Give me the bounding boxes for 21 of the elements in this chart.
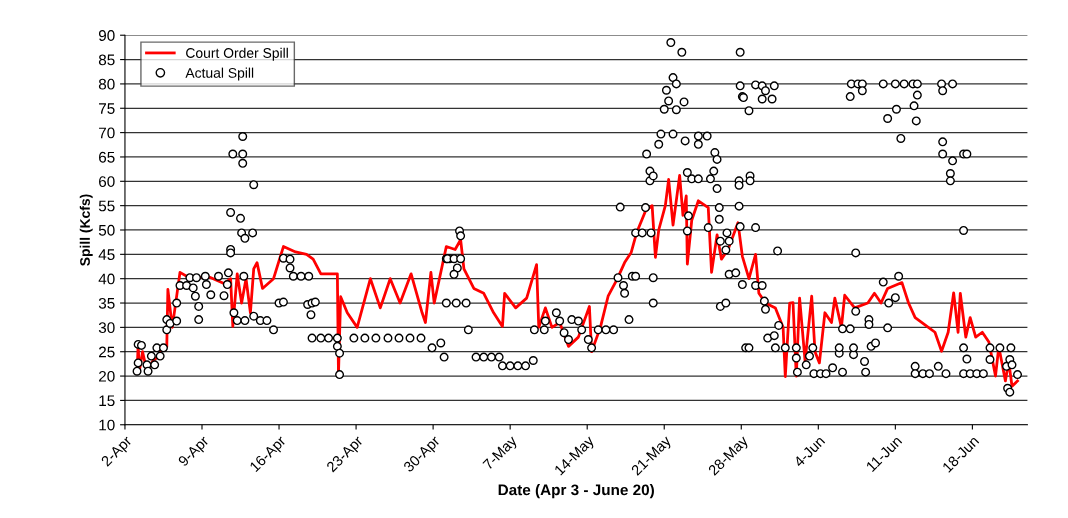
y-tick-label: 60 bbox=[99, 176, 115, 187]
x-axis-title: Date (Apr 3 - June 20) bbox=[498, 484, 654, 499]
y-tick-label: 35 bbox=[98, 297, 115, 309]
y-tick-label: 85 bbox=[98, 54, 115, 66]
legend-label: Court Order Spill bbox=[186, 47, 288, 61]
y-tick-label: 65 bbox=[99, 151, 115, 163]
y-tick-label: 55 bbox=[98, 200, 115, 212]
y-axis-title: Spill (Kcfs) bbox=[79, 194, 93, 266]
y-tick-label: 90 bbox=[98, 30, 115, 41]
legend-label: Actual Spill bbox=[185, 67, 254, 81]
y-tick-label: 20 bbox=[99, 370, 115, 382]
y-tick-label: 25 bbox=[99, 346, 115, 358]
y-tick-label: 70 bbox=[99, 127, 115, 139]
y-tick-label: 30 bbox=[98, 322, 115, 334]
y-tick-label: 10 bbox=[99, 419, 115, 431]
y-tick-label: 45 bbox=[98, 249, 115, 261]
y-tick-label: 50 bbox=[98, 224, 115, 236]
y-tick-label: 80 bbox=[98, 78, 115, 90]
y-tick-label: 40 bbox=[98, 273, 115, 285]
y-tick-label: 75 bbox=[99, 103, 115, 114]
y-tick-label: 15 bbox=[99, 395, 115, 407]
